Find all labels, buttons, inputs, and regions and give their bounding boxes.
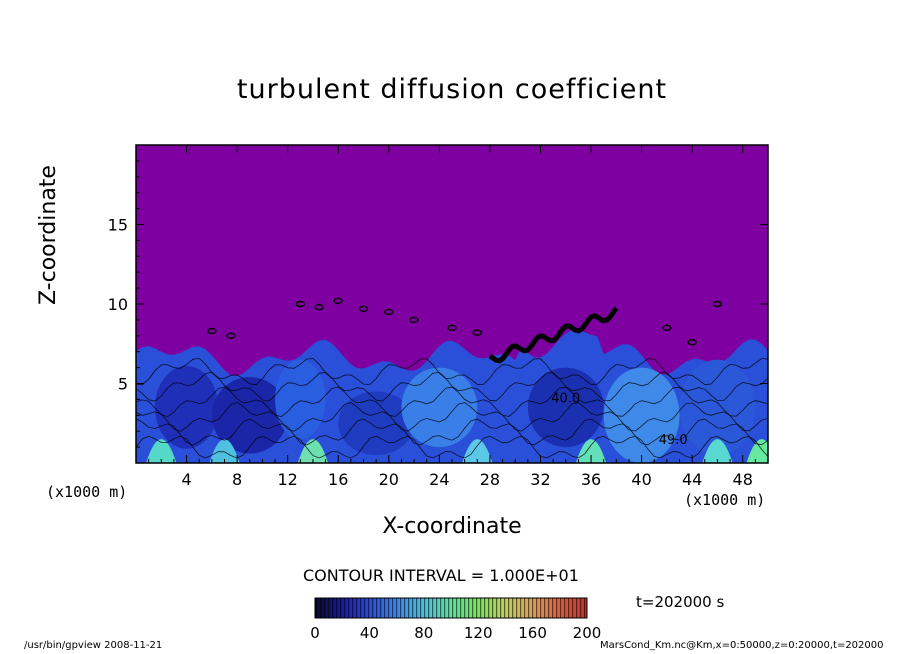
x-tick-label: 24 bbox=[429, 470, 449, 489]
x-tick-label: 36 bbox=[581, 470, 601, 489]
x-tick-label: 44 bbox=[682, 470, 702, 489]
y-axis-ticks: 5 10 15 bbox=[108, 160, 768, 448]
contour-island bbox=[295, 300, 306, 308]
colorbar-tick-label: 200 bbox=[573, 624, 602, 642]
vortex-region bbox=[679, 359, 756, 456]
contour-line bbox=[136, 402, 768, 432]
colorbar-ticks: 0 40 80 120 160 200 bbox=[310, 624, 601, 642]
colorbar-tick-label: 40 bbox=[360, 624, 379, 642]
contour-line bbox=[136, 386, 768, 418]
vortex-region bbox=[211, 377, 288, 454]
contour-line bbox=[136, 371, 768, 402]
x-tick-label: 40 bbox=[631, 470, 651, 489]
x-unit-label-right: (x1000 m) bbox=[684, 491, 766, 509]
colorbar-tick-label: 160 bbox=[518, 624, 547, 642]
x-axis-ticks: 4 8 12 16 20 24 28 32 36 40 44 48 bbox=[148, 145, 756, 489]
contour-label: 40.0 bbox=[551, 392, 580, 407]
y-tick-label: 15 bbox=[108, 216, 128, 235]
filament bbox=[746, 439, 768, 463]
turbulence-field bbox=[136, 297, 768, 463]
x-tick-label: 8 bbox=[232, 470, 242, 489]
contour-line bbox=[136, 418, 768, 446]
contour-island bbox=[314, 303, 324, 311]
footer-program: /usr/bin/gpview 2008-11-21 bbox=[24, 640, 163, 651]
filament bbox=[575, 439, 607, 463]
colorbar-tick-label: 0 bbox=[310, 624, 320, 642]
x-unit-label-left: (x1000 m) bbox=[46, 483, 128, 501]
contour-island bbox=[409, 316, 419, 324]
contour-island bbox=[447, 324, 457, 332]
filament bbox=[462, 439, 493, 463]
x-tick-label: 20 bbox=[379, 470, 399, 489]
vortex-region bbox=[154, 366, 219, 449]
time-label: t=202000 s bbox=[636, 593, 725, 611]
filament bbox=[146, 439, 177, 463]
contour-island bbox=[384, 308, 394, 316]
contour-island bbox=[358, 305, 369, 312]
contour-island bbox=[712, 300, 723, 308]
colorbar-tick-label: 80 bbox=[414, 624, 433, 642]
chart-title: turbulent diffusion coefficient bbox=[236, 74, 668, 105]
x-tick-label: 48 bbox=[733, 470, 753, 489]
x-tick-label: 32 bbox=[530, 470, 550, 489]
colorbar-tick-label: 120 bbox=[464, 624, 493, 642]
filament bbox=[209, 439, 240, 463]
contour-labels: 40.0 49.0 bbox=[551, 392, 687, 448]
contour-band bbox=[488, 306, 619, 364]
x-axis-label: X-coordinate bbox=[382, 514, 522, 539]
x-tick-label: 12 bbox=[278, 470, 298, 489]
vortex-region bbox=[401, 367, 478, 448]
contour-island bbox=[333, 297, 343, 305]
footer-source: MarsCond_Km.nc@Km,x=0:50000,z=0:20000,t=… bbox=[600, 640, 884, 651]
contour-label: 49.0 bbox=[659, 433, 688, 448]
vortex-region bbox=[603, 367, 680, 463]
contour-interval: CONTOUR INTERVAL = 1.000E+01 bbox=[303, 566, 579, 585]
contour-island bbox=[472, 329, 482, 336]
contour-island bbox=[226, 332, 236, 339]
y-axis-label: Z-coordinate bbox=[36, 165, 61, 305]
contour-line bbox=[136, 435, 768, 459]
x-tick-label: 16 bbox=[328, 470, 348, 489]
contour-line bbox=[136, 357, 768, 386]
x-tick-label: 4 bbox=[181, 470, 191, 489]
filament bbox=[702, 439, 733, 463]
colorbar-stripes bbox=[315, 598, 587, 618]
contour-island bbox=[207, 327, 217, 335]
x-tick-label: 28 bbox=[480, 470, 500, 489]
contour-island bbox=[662, 324, 672, 332]
contour-island bbox=[687, 338, 697, 346]
y-tick-label: 10 bbox=[108, 295, 128, 314]
y-tick-label: 5 bbox=[118, 375, 128, 394]
